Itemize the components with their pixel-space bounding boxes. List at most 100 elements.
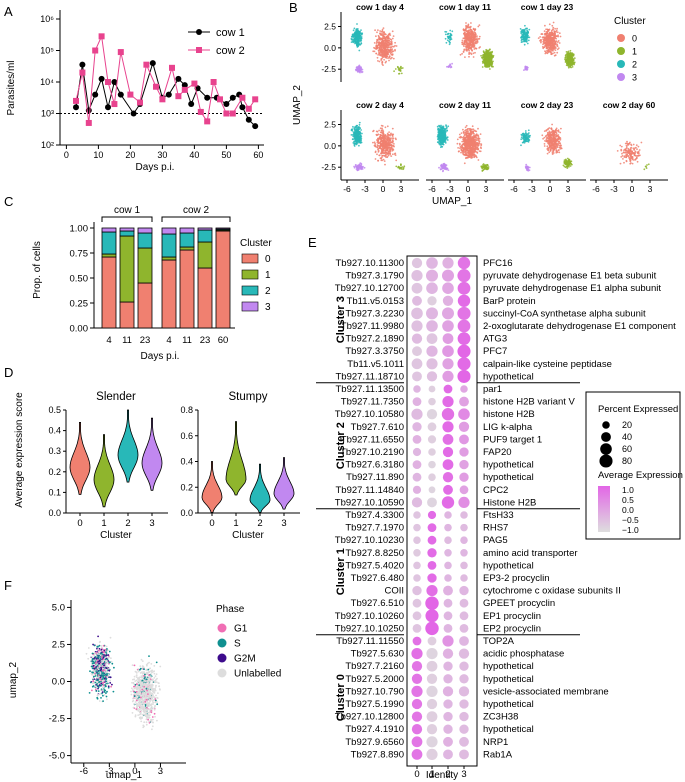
umap-point [475,133,478,136]
umap-point [375,52,378,55]
umap-point [389,52,392,55]
umap-point [375,134,378,137]
umap-point [381,136,384,139]
data-point-cow2 [197,108,204,115]
umap-point [460,151,462,154]
facet-xtick-label: -6 [428,184,436,194]
umap-point [520,133,523,136]
facet-title: cow 2 day 11 [439,100,491,110]
umap-point [558,42,561,44]
umap-point [379,146,382,149]
umap-point [547,135,550,138]
umap-point [470,41,472,44]
umap-point [473,48,476,50]
umap-point [474,141,477,143]
umap-point [445,41,448,44]
umap-point [354,34,357,37]
umap-point [469,144,472,147]
data-point-cow1 [117,91,124,98]
data-point-cow2 [223,110,230,117]
umap-point [389,133,392,136]
umap-point [375,130,378,133]
umap-point [446,167,449,170]
umap-point [388,42,391,45]
umap-point [480,144,483,147]
umap-point [386,149,389,152]
umap-point [381,61,384,64]
umap-point [465,24,467,27]
umap-point [356,133,359,136]
umap-point [465,141,467,144]
umap-point [375,45,377,48]
umap-point [372,50,375,53]
umap-point [489,68,491,70]
umap-point [468,31,470,33]
umap-point [559,35,562,38]
umap-point [379,48,381,51]
umap-point [463,134,466,136]
umap-point [553,146,556,149]
umap-point [361,168,364,170]
umap-point [384,54,387,57]
umap-point [486,168,488,171]
umap-point [520,138,523,141]
umap-point [464,28,466,31]
umap-point [552,149,555,152]
umap-point [559,144,562,147]
umap-point [451,62,453,65]
umap-point [458,150,460,153]
umap-point [523,43,526,46]
umap-point [460,132,463,135]
umap-point [377,60,379,62]
umap-point [521,35,524,38]
umap-point [443,131,446,134]
umap-point [377,29,379,31]
data-point-cow2 [210,79,217,85]
umap-point [394,68,397,70]
umap-point [467,47,470,49]
umap-point [448,40,451,43]
umap-point [477,127,479,130]
umap-point [376,39,378,41]
umap-point [362,165,364,168]
umap-point [468,34,471,37]
umap-point [384,44,387,47]
umap-point [387,142,390,145]
umap-point [372,141,374,144]
umap-point [552,26,555,29]
umap-point [543,30,546,32]
panel-a-ylabel: Parasites/ml [6,60,17,115]
umap-point [439,136,441,139]
umap-point [379,136,382,139]
umap-point [449,38,452,41]
data-point-cow2 [127,91,134,98]
umap-point [387,53,390,56]
panel-a-xlabel: Days p.i. [136,162,175,173]
umap-point [355,68,358,71]
umap-point [551,152,554,154]
umap-point [551,140,554,143]
umap-point [360,40,362,42]
umap-point [475,156,478,159]
umap-point [398,166,401,169]
umap-point [392,149,395,151]
umap-point [385,49,388,52]
legend-marker-cow2 [196,47,202,53]
facet-title: cow 2 day 23 [521,100,574,110]
umap-point [482,54,485,56]
umap-point [449,35,452,38]
umap-point [358,49,361,52]
umap-point [381,30,384,32]
umap-point [385,138,388,141]
umap-point [354,129,357,132]
umap-point [468,156,470,159]
umap-point [384,49,387,52]
umap-point [456,138,459,141]
umap-point [400,65,402,68]
umap-point [376,153,378,156]
umap-point [527,129,530,132]
umap-point [475,142,478,145]
data-point-cow2 [229,110,236,117]
